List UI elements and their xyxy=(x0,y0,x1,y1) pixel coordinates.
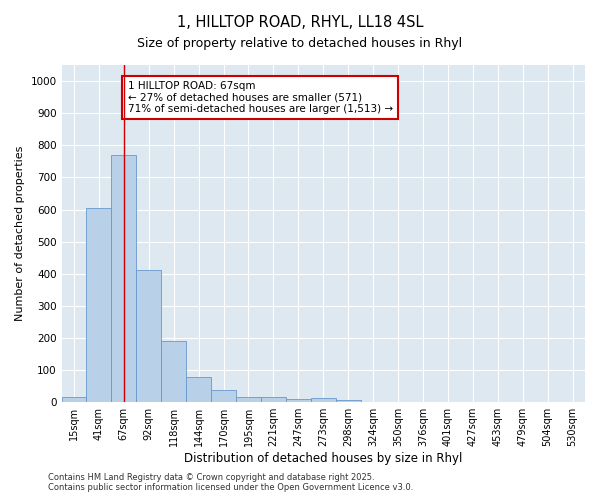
Bar xyxy=(286,399,311,402)
Y-axis label: Number of detached properties: Number of detached properties xyxy=(15,146,25,322)
Text: 1, HILLTOP ROAD, RHYL, LL18 4SL: 1, HILLTOP ROAD, RHYL, LL18 4SL xyxy=(177,15,423,30)
Bar xyxy=(261,396,286,402)
X-axis label: Distribution of detached houses by size in Rhyl: Distribution of detached houses by size … xyxy=(184,452,463,465)
Bar xyxy=(336,400,361,402)
Bar xyxy=(236,396,261,402)
Bar xyxy=(311,398,336,402)
Bar xyxy=(112,155,136,402)
Bar xyxy=(161,340,186,402)
Bar xyxy=(62,398,86,402)
Bar xyxy=(136,270,161,402)
Text: 1 HILLTOP ROAD: 67sqm
← 27% of detached houses are smaller (571)
71% of semi-det: 1 HILLTOP ROAD: 67sqm ← 27% of detached … xyxy=(128,81,393,114)
Bar xyxy=(186,377,211,402)
Bar xyxy=(86,208,112,402)
Text: Contains HM Land Registry data © Crown copyright and database right 2025.
Contai: Contains HM Land Registry data © Crown c… xyxy=(48,473,413,492)
Bar xyxy=(211,390,236,402)
Text: Size of property relative to detached houses in Rhyl: Size of property relative to detached ho… xyxy=(137,38,463,51)
